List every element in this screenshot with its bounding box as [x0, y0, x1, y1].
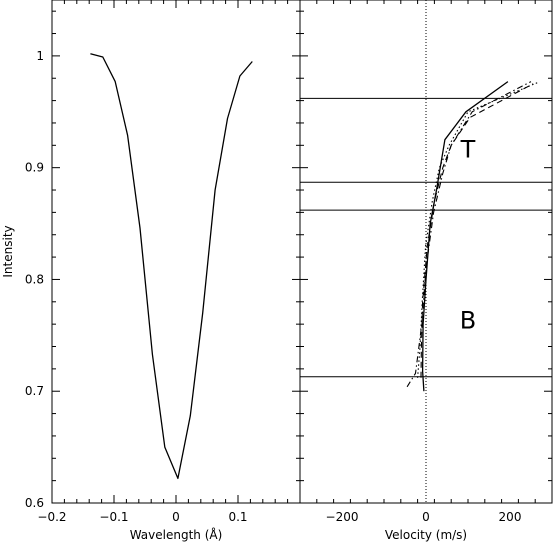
panel-1: −0.2 −0.1 0 0.1 0.6 0.7 0.8 0.9 1 Wavelength (Å) I… — [1, 0, 301, 542]
x-axis-label: Wavelength (Å) — [130, 527, 223, 542]
y-tick-label: 0.9 — [25, 161, 44, 175]
plot-frame — [299, 0, 553, 504]
annotation-label: B — [460, 307, 476, 335]
x-tick-label: −200 — [326, 510, 359, 524]
x-tick-label: 0.1 — [228, 510, 247, 524]
x-tick-label: 0 — [422, 510, 430, 524]
plot-frame — [51, 0, 301, 504]
x-tick-label: 200 — [499, 510, 522, 524]
x-tick-label: −0.1 — [99, 510, 128, 524]
series-line-2 — [420, 83, 534, 378]
y-tick-label: 1 — [36, 49, 44, 63]
series-line-1 — [421, 81, 509, 392]
annotation-label: T — [460, 136, 476, 164]
panel-2: −200 0 200 Velocity (m/s) T B — [299, 0, 553, 542]
series-line-3 — [417, 82, 538, 378]
y-tick-label: 0.7 — [25, 384, 44, 398]
y-tick-label: 0.6 — [25, 496, 44, 510]
x-tick-label: −0.2 — [37, 510, 66, 524]
y-axis-label: Intensity — [1, 225, 15, 277]
y-tick-label: 0.8 — [25, 272, 44, 286]
x-axis-label: Velocity (m/s) — [385, 528, 467, 542]
x-tick-label: 0 — [172, 510, 180, 524]
series-line-1 — [90, 53, 253, 480]
series-line-4 — [406, 81, 532, 388]
